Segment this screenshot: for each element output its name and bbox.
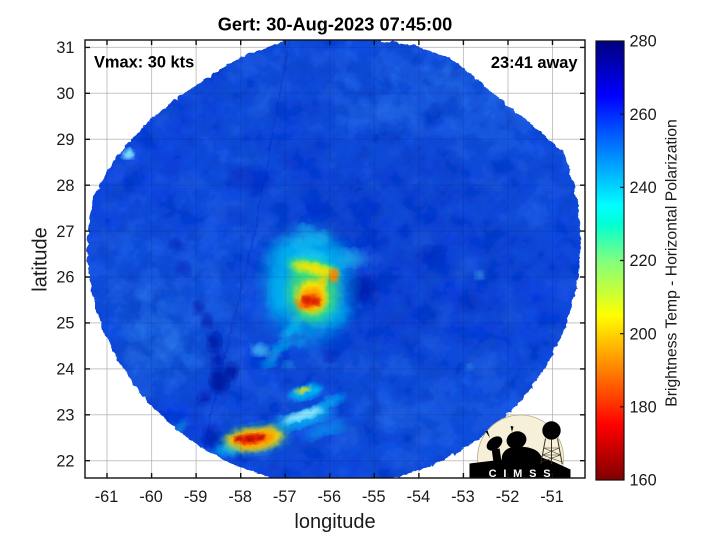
svg-text:220: 220 — [630, 252, 657, 270]
svg-text:23: 23 — [56, 407, 74, 425]
svg-text:-61: -61 — [95, 488, 119, 506]
svg-text:longitude: longitude — [294, 511, 375, 533]
svg-text:Brightness Temp - Horizontal P: Brightness Temp - Horizontal Polarizatio… — [664, 119, 681, 406]
svg-text:23:41 away: 23:41 away — [491, 54, 578, 72]
svg-text:Gert: 30-Aug-2023 07:45:00: Gert: 30-Aug-2023 07:45:00 — [218, 15, 453, 35]
svg-text:latitude: latitude — [30, 227, 52, 292]
svg-text:22: 22 — [56, 452, 74, 470]
svg-text:-53: -53 — [451, 488, 475, 506]
svg-text:-57: -57 — [273, 488, 297, 506]
svg-text:160: 160 — [630, 472, 657, 490]
svg-text:Vmax: 30 kts: Vmax: 30 kts — [94, 54, 194, 72]
svg-text:31: 31 — [56, 39, 74, 57]
svg-text:-56: -56 — [318, 488, 342, 506]
svg-text:180: 180 — [630, 398, 657, 416]
svg-text:280: 280 — [630, 33, 657, 51]
svg-text:26: 26 — [56, 269, 74, 287]
svg-text:29: 29 — [56, 131, 74, 149]
svg-text:-51: -51 — [540, 488, 564, 506]
svg-text:CIMSS: CIMSS — [489, 468, 558, 480]
svg-text:-59: -59 — [184, 488, 208, 506]
svg-text:25: 25 — [56, 315, 74, 333]
svg-text:-54: -54 — [407, 488, 431, 506]
svg-text:240: 240 — [630, 179, 657, 197]
svg-text:30: 30 — [56, 85, 74, 103]
svg-text:260: 260 — [630, 106, 657, 124]
svg-text:27: 27 — [56, 223, 74, 241]
svg-text:-55: -55 — [362, 488, 386, 506]
svg-text:28: 28 — [56, 177, 74, 195]
svg-text:200: 200 — [630, 325, 657, 343]
svg-text:-52: -52 — [496, 488, 520, 506]
svg-text:-60: -60 — [139, 488, 163, 506]
svg-text:24: 24 — [56, 361, 74, 379]
svg-text:-58: -58 — [228, 488, 252, 506]
